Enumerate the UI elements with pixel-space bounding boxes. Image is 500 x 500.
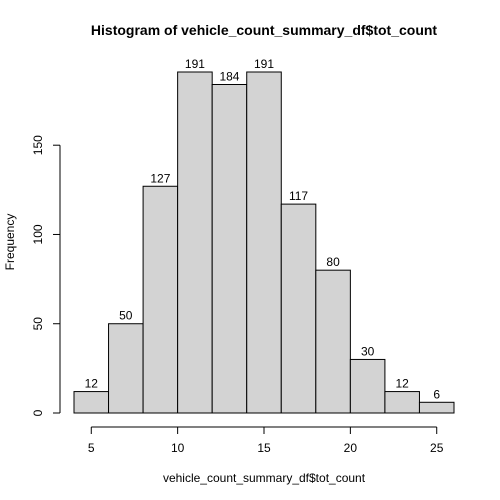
bar-count-label: 127: [150, 171, 170, 185]
y-tick-label: 100: [31, 224, 45, 244]
histogram-bar: [384, 391, 420, 414]
y-tick-label: 150: [31, 135, 45, 155]
x-tick-label: 15: [257, 441, 271, 455]
bar-count-label: 191: [185, 57, 205, 71]
histogram-bar: [73, 391, 110, 414]
x-tick-label: 10: [171, 441, 185, 455]
histogram-bar: [108, 323, 144, 414]
histogram-bar: [418, 401, 455, 414]
bar-count-label: 117: [289, 189, 308, 203]
x-tick-label: 25: [430, 441, 444, 455]
bars-group: [73, 71, 455, 414]
bar-count-label: 6: [433, 387, 440, 401]
histogram-bar: [349, 358, 386, 414]
x-axis: 5 10 15 20 25: [88, 426, 444, 455]
histogram-bar: [280, 203, 317, 414]
bar-count-label: 50: [119, 309, 133, 323]
histogram-bar: [246, 71, 282, 414]
bar-count-label: 191: [254, 57, 274, 71]
y-tick-label: 0: [31, 409, 45, 416]
y-axis-label: Frequency: [3, 214, 17, 271]
histogram-bar: [211, 83, 248, 414]
y-axis: 0 50 100 150: [31, 135, 61, 416]
bar-count-label: 12: [85, 377, 99, 391]
y-tick-label: 50: [31, 317, 45, 331]
x-tick-label: 20: [344, 441, 358, 455]
chart-title: Histogram of vehicle_count_summary_df$to…: [91, 22, 438, 38]
bar-count-label: 80: [326, 255, 340, 269]
x-axis-label: vehicle_count_summary_df$tot_count: [163, 471, 366, 485]
bar-count-label: 184: [219, 69, 239, 83]
histogram-bar: [315, 269, 351, 414]
histogram-bar: [177, 71, 213, 414]
bar-count-label: 12: [396, 377, 410, 391]
x-tick-label: 5: [88, 441, 95, 455]
bar-labels-group: 12 50 127 191 184 191 117 80 30 12 6: [85, 57, 441, 401]
histogram-bar: [142, 185, 179, 414]
bar-count-label: 30: [361, 344, 375, 358]
